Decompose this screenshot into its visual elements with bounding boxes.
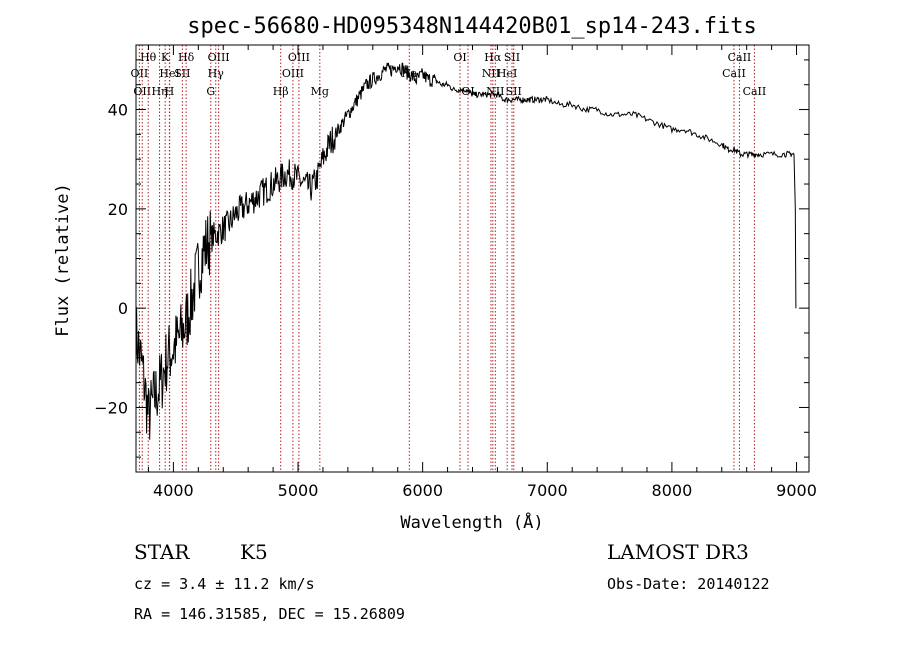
emission-line-label: OIII <box>288 51 310 64</box>
y-tick-label: −20 <box>94 398 128 417</box>
x-tick-label: 7000 <box>527 481 568 500</box>
chart-title: spec-56680-HD095348N144420B01_sp14-243.f… <box>187 14 757 39</box>
emission-line-label: Hη <box>151 85 167 98</box>
emission-line-label: Hβ <box>273 85 289 98</box>
emission-line-label: Hθ <box>140 51 157 64</box>
x-tick-label: 4000 <box>153 481 194 500</box>
y-axis: −20 0 20 40 <box>94 59 809 458</box>
x-tick-label: 6000 <box>402 481 443 500</box>
emission-line-label: OII <box>131 67 149 80</box>
redshift-velocity: cz = 3.4 ± 11.2 km/s <box>134 575 315 593</box>
emission-line-label: G <box>206 85 215 98</box>
emission-line-label: OI <box>453 51 466 64</box>
emission-line-label: K <box>161 51 170 64</box>
y-tick-label: 0 <box>118 299 128 318</box>
emission-line-label: OIII <box>208 51 230 64</box>
survey-name: LAMOST DR3 <box>607 540 749 564</box>
coordinates: RA = 146.31585, DEC = 15.26809 <box>134 605 405 623</box>
emission-line-label: SII <box>504 51 520 64</box>
emission-line-label: Hγ <box>208 67 225 80</box>
emission-line-label: OIII <box>282 67 304 80</box>
series-layer <box>135 62 797 440</box>
plot-frame <box>135 44 810 473</box>
y-axis-label: Flux (relative) <box>53 183 73 337</box>
emission-line-label: CaII <box>743 85 767 98</box>
x-tick-label: 9000 <box>776 481 817 500</box>
emission-line-label: Hδ <box>178 51 195 64</box>
emission-line-label: HeI <box>497 67 517 80</box>
x-tick-label: 8000 <box>652 481 693 500</box>
emission-line-label: Hα <box>484 51 502 64</box>
emission-line-label: OI <box>461 85 474 98</box>
emission-line-label: Mg <box>311 85 329 98</box>
observation-date: Obs-Date: 20140122 <box>607 575 770 593</box>
emission-line-label: CaII <box>728 51 752 64</box>
emission-lines-layer: OIIOIIHθHηKHHeISIIHδGHγOIIIHβOIIIOIIIMgN… <box>131 45 767 472</box>
y-tick-label: 40 <box>108 101 128 120</box>
emission-line-label: SII <box>506 85 522 98</box>
y-tick-label: 20 <box>108 200 128 219</box>
spectrum-line <box>135 62 797 440</box>
object-subclass: K5 <box>240 540 268 564</box>
emission-line-label: SII <box>174 67 190 80</box>
emission-line-label: CaII <box>722 67 746 80</box>
emission-line-label: OII <box>133 85 151 98</box>
x-tick-label: 5000 <box>278 481 319 500</box>
x-axis-label: Wavelength (Å) <box>400 511 543 533</box>
x-axis: 4000 5000 6000 7000 8000 9000 <box>147 45 817 500</box>
emission-line-label: NII <box>486 85 504 98</box>
emission-line-label: HeI <box>159 67 179 80</box>
object-class: STAR <box>134 540 190 564</box>
